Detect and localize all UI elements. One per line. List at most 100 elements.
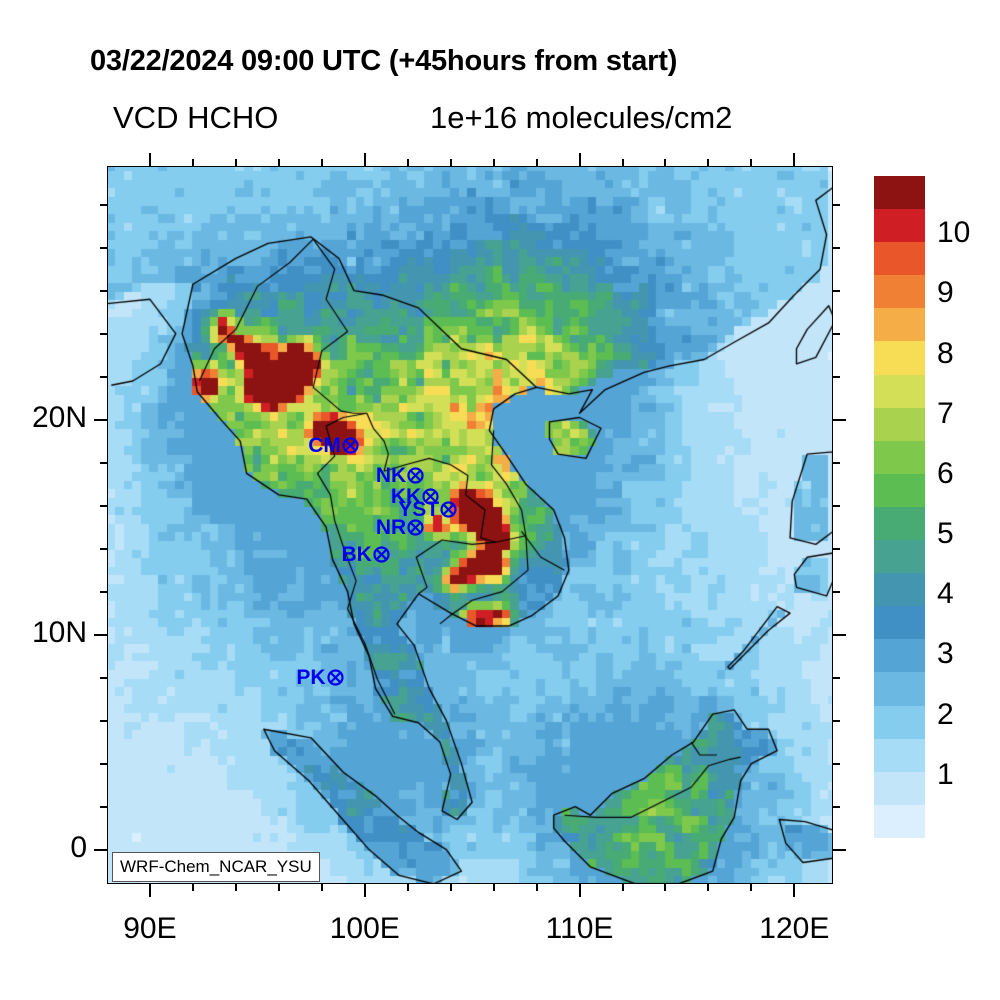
colorbar-band	[874, 275, 925, 309]
axis-tick	[449, 159, 452, 166]
colorbar-band	[874, 440, 925, 474]
axis-tick	[100, 246, 107, 249]
axis-tick	[664, 159, 667, 166]
axis-tick	[492, 159, 495, 166]
station-label: NR	[375, 515, 407, 539]
axis-tick	[833, 848, 846, 851]
station-label: BK	[341, 542, 372, 566]
axis-tick	[94, 633, 107, 636]
colorbar-tick-label: 3	[937, 637, 954, 671]
axis-tick	[406, 159, 409, 166]
station-label: PK	[296, 665, 326, 689]
station-marker[interactable]: YST	[398, 499, 457, 520]
colorbar-tick-label: 9	[937, 276, 954, 310]
axis-tick	[148, 153, 151, 166]
colorbar-tick-label: 4	[937, 577, 954, 611]
axis-tick	[750, 884, 753, 891]
axis-tick	[833, 805, 840, 808]
station-marker[interactable]: NK	[376, 465, 424, 486]
axis-tick	[833, 676, 840, 679]
station-label: CM	[308, 433, 341, 457]
model-watermark-text: WRF-Chem_NCAR_YSU	[120, 857, 312, 876]
axis-tick	[100, 289, 107, 292]
colorbar-tick-label: 8	[937, 336, 954, 370]
colorbar-band	[874, 540, 925, 574]
station-cross-circle-icon	[440, 501, 457, 518]
colorbar-band	[874, 506, 925, 541]
colorbar-band	[874, 606, 925, 640]
axis-tick	[707, 159, 710, 166]
axis-tick	[320, 159, 323, 166]
station-cross-circle-icon	[342, 437, 359, 454]
colorbar-tick-label: 2	[937, 697, 954, 731]
axis-tick	[320, 884, 323, 891]
colorbar-tick-label: 7	[937, 396, 954, 430]
station-marker[interactable]: BK	[341, 542, 390, 566]
axis-tick	[833, 289, 840, 292]
axis-tick	[191, 884, 194, 891]
colorbar-band	[874, 374, 925, 408]
station-cross-circle-icon	[422, 488, 439, 505]
axis-tick	[234, 159, 237, 166]
colorbar-band	[874, 573, 925, 607]
axis-tick	[833, 246, 840, 249]
axis-tick	[833, 547, 840, 550]
axis-tick	[833, 332, 840, 335]
axis-tick	[449, 884, 452, 891]
axis-tick	[833, 633, 846, 636]
colorbar-band	[874, 473, 925, 507]
colorbar-band	[874, 672, 925, 706]
axis-tick	[833, 719, 840, 722]
axis-tick	[100, 547, 107, 550]
axis-tick	[94, 418, 107, 421]
axis-tick	[100, 375, 107, 378]
map-plot-area[interactable]	[107, 166, 833, 884]
station-cross-circle-icon	[373, 546, 390, 563]
units-label: 1e+16 molecules/cm2	[430, 100, 733, 135]
x-axis-tick-label: 100E	[329, 912, 400, 945]
y-axis-tick-label: 10N	[31, 615, 87, 649]
axis-tick	[94, 848, 107, 851]
x-axis-tick-label: 120E	[759, 912, 830, 945]
axis-tick	[833, 762, 840, 765]
axis-tick	[100, 676, 107, 679]
axis-tick	[234, 884, 237, 891]
colorbar-band	[874, 209, 925, 243]
axis-tick	[100, 590, 107, 593]
axis-tick	[833, 461, 840, 464]
colorbar-tick-label: 1	[937, 757, 954, 791]
figure-title: 03/22/2024 09:00 UTC (+45hours from star…	[90, 45, 678, 77]
axis-tick	[833, 590, 840, 593]
station-label: YST	[398, 498, 440, 522]
axis-tick	[535, 884, 538, 891]
axis-tick	[363, 884, 366, 897]
colorbar-band	[874, 771, 925, 805]
axis-tick	[621, 884, 624, 891]
colorbar	[874, 176, 925, 838]
x-axis-tick-label: 110E	[545, 912, 614, 945]
colorbar-band	[874, 738, 925, 772]
axis-tick	[578, 884, 581, 897]
colorbar-band	[874, 242, 925, 276]
station-cross-circle-icon	[407, 466, 424, 484]
model-watermark: WRF-Chem_NCAR_YSU	[112, 852, 320, 882]
axis-tick	[406, 884, 409, 891]
axis-tick	[578, 153, 581, 166]
station-marker[interactable]: NR	[376, 517, 424, 538]
axis-tick	[100, 719, 107, 722]
axis-tick	[100, 332, 107, 335]
axis-tick	[535, 159, 538, 166]
axis-tick	[621, 159, 624, 166]
axis-tick	[833, 504, 840, 507]
colorbar-band	[874, 176, 925, 210]
colorbar-tick-label: 5	[937, 517, 954, 551]
station-marker[interactable]: PK	[296, 665, 344, 689]
axis-tick	[100, 805, 107, 808]
colorbar-band	[874, 639, 925, 673]
station-marker[interactable]: CM	[308, 435, 359, 456]
axis-tick	[100, 504, 107, 507]
station-marker[interactable]: KK	[391, 486, 439, 507]
axis-tick	[793, 884, 796, 897]
axis-tick	[148, 884, 151, 897]
x-axis-tick-label: 90E	[123, 912, 177, 945]
